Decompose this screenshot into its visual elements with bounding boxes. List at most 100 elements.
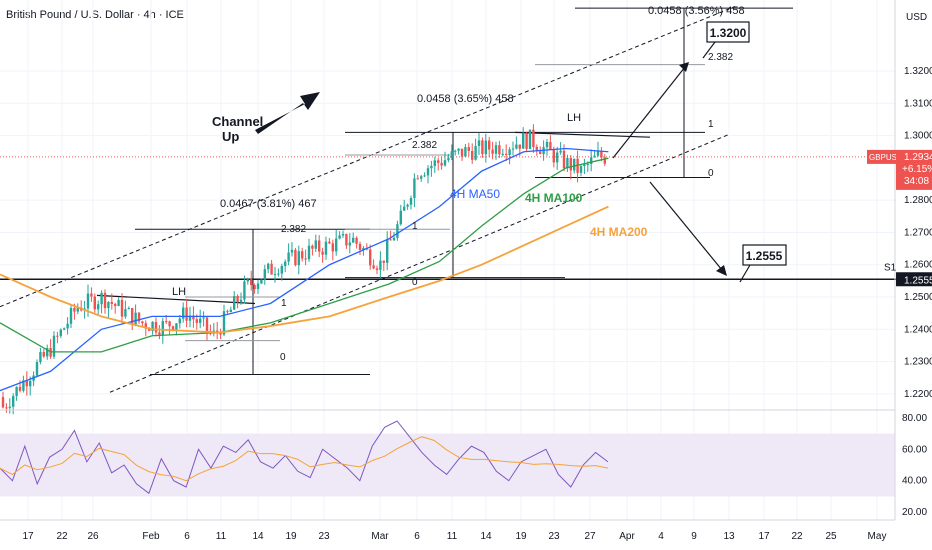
candle-body xyxy=(352,237,355,243)
candle-body xyxy=(471,150,474,160)
projection-arrow xyxy=(649,181,723,271)
rsi-tick-label: 60.00 xyxy=(902,444,927,455)
target-label: 1.2555 xyxy=(746,249,783,263)
candle-body xyxy=(379,260,382,270)
candle-body xyxy=(443,160,447,166)
x-tick-label: 14 xyxy=(252,531,264,542)
candle-body xyxy=(484,140,487,155)
channel-upper-line xyxy=(0,5,736,308)
channel-label: Up xyxy=(222,129,239,144)
chart-title: British Pound / U.S. Dollar · 4h · ICE xyxy=(6,9,184,21)
target-label: 1.3200 xyxy=(710,26,747,40)
candle-body xyxy=(304,258,307,260)
candle-body xyxy=(403,206,406,211)
candle-body xyxy=(355,237,358,244)
candle-body xyxy=(199,318,202,323)
candle-body xyxy=(433,160,436,166)
candle-body xyxy=(573,158,576,171)
candle-body xyxy=(552,149,555,163)
rsi-tick-label: 40.00 xyxy=(902,476,927,487)
candle-body xyxy=(454,150,457,152)
candle-body xyxy=(131,308,134,325)
candle-body xyxy=(90,293,93,297)
candle-body xyxy=(559,150,562,153)
candle-body xyxy=(229,309,232,313)
y-tick-label: 1.3200 xyxy=(904,66,932,77)
candle-body xyxy=(175,323,178,330)
symbol-badge-text: GBPUSD xyxy=(869,153,903,162)
x-tick-label: 23 xyxy=(318,531,330,542)
candle-body xyxy=(328,241,331,244)
candle-body xyxy=(464,147,467,157)
x-tick-label: 11 xyxy=(447,531,458,542)
candle-body xyxy=(481,140,484,155)
y-tick-label: 1.3000 xyxy=(904,131,932,142)
fib-label: 1 xyxy=(708,119,714,130)
x-tick-label: 19 xyxy=(515,531,527,542)
candle-body xyxy=(76,307,79,312)
candle-body xyxy=(314,240,317,249)
up-arrow-icon xyxy=(255,92,320,134)
candle-body xyxy=(253,285,256,290)
channel-lower-line xyxy=(109,133,731,393)
candle-body xyxy=(86,293,90,309)
candle-body xyxy=(284,261,287,266)
x-tick-label: 17 xyxy=(758,531,770,542)
x-tick-label: 11 xyxy=(216,531,227,542)
x-tick-label: 4 xyxy=(658,531,664,542)
candle-body xyxy=(144,323,147,329)
candle-body xyxy=(222,311,226,335)
candle-body xyxy=(182,307,185,319)
candle-body xyxy=(185,307,188,321)
y-tick-label: 1.2400 xyxy=(904,324,932,335)
candle-body xyxy=(579,166,583,173)
ma-line xyxy=(0,157,609,353)
candle-body xyxy=(440,162,443,166)
candle-body xyxy=(195,319,198,323)
x-tick-label: 22 xyxy=(791,531,803,542)
projection-arrow xyxy=(612,66,686,159)
candle-body xyxy=(239,299,243,302)
countdown-text: 34:08 xyxy=(904,176,929,187)
arrowhead-icon xyxy=(679,62,689,72)
candle-body xyxy=(141,321,144,324)
candle-body xyxy=(12,396,15,407)
candle-body xyxy=(321,251,324,255)
x-tick-label: Mar xyxy=(371,531,389,542)
candle-body xyxy=(535,146,538,152)
candle-body xyxy=(569,158,572,171)
last-price-text: 1.2934 xyxy=(904,152,932,163)
candle-body xyxy=(375,268,379,270)
candle-body xyxy=(219,332,222,335)
x-tick-label: 9 xyxy=(691,531,697,542)
candle-body xyxy=(447,158,450,161)
measure-label: 0.0458 (3.56%) 458 xyxy=(648,5,745,17)
candle-body xyxy=(331,243,334,252)
candle-body xyxy=(583,164,586,167)
candle-body xyxy=(341,233,345,236)
candle-body xyxy=(110,301,113,304)
candle-body xyxy=(515,144,518,149)
candle-body xyxy=(338,235,341,239)
candle-body xyxy=(301,251,304,259)
candle-body xyxy=(386,239,389,263)
x-tick-label: 14 xyxy=(480,531,492,542)
candle-body xyxy=(192,315,195,320)
x-tick-label: 26 xyxy=(87,531,99,542)
fib-label: 0 xyxy=(412,277,418,288)
candle-body xyxy=(590,157,593,165)
x-tick-label: 22 xyxy=(56,531,68,542)
candle-body xyxy=(124,309,127,317)
candle-body xyxy=(117,299,120,306)
candle-body xyxy=(416,178,419,180)
candle-body xyxy=(250,279,253,286)
candle-body xyxy=(260,279,263,284)
candle-body xyxy=(42,351,45,357)
fib-label: 2.382 xyxy=(412,140,437,151)
candle-body xyxy=(246,279,249,282)
symbol-badge xyxy=(867,149,897,164)
candle-body xyxy=(525,133,528,149)
candle-body xyxy=(158,332,161,335)
x-tick-label: 6 xyxy=(414,531,420,542)
